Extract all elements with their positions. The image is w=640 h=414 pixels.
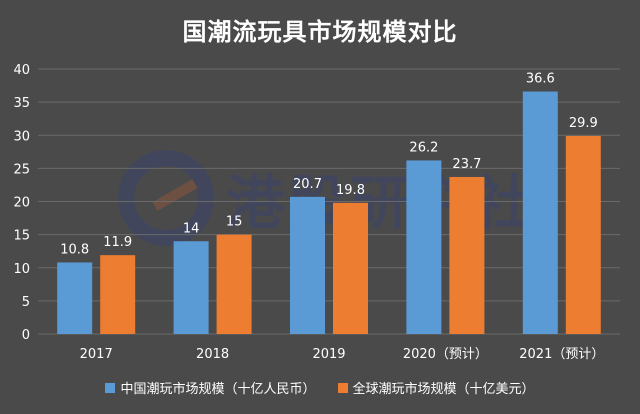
y-tick-label: 0: [22, 328, 30, 343]
data-label-global: 11.9: [103, 235, 132, 250]
data-label-global: 29.9: [569, 116, 598, 131]
legend-swatch-global: [337, 382, 348, 393]
data-label-china: 10.8: [60, 242, 89, 257]
bar-china: [290, 196, 325, 334]
y-tick-label: 40: [13, 63, 30, 78]
data-label-global: 15: [226, 215, 243, 230]
bar-global: [216, 234, 252, 334]
legend-swatch-china: [105, 382, 116, 393]
x-tick-label: 2018: [196, 347, 229, 362]
y-tick-label: 25: [13, 162, 30, 177]
legend: 中国潮玩市场规模（十亿人民币） 全球潮玩市场规模（十亿美元）: [0, 378, 640, 397]
bar-global: [449, 176, 485, 334]
bar-china: [406, 160, 442, 334]
bar-global: [100, 255, 136, 334]
bar-china: [522, 91, 558, 335]
data-label-china: 20.7: [293, 177, 322, 192]
bar-global: [333, 202, 368, 334]
chart-title: 国潮流玩具市场规模对比: [182, 18, 458, 46]
y-tick-label: 15: [13, 229, 30, 244]
legend-item-global: 全球潮玩市场规模（十亿美元）: [337, 378, 535, 397]
y-tick-label: 30: [13, 129, 30, 144]
y-tick-label: 5: [22, 295, 30, 310]
data-label-global: 19.8: [336, 183, 365, 198]
x-tick-label: 2021（预计）: [519, 347, 604, 362]
bar-china: [173, 241, 209, 334]
y-tick-label: 10: [13, 262, 30, 277]
x-tick-label: 2020（预计）: [403, 347, 488, 362]
data-label-global: 23.7: [452, 157, 481, 172]
bar-global: [565, 135, 601, 334]
bar-china: [57, 262, 93, 334]
legend-label-global: 全球潮玩市场规模（十亿美元）: [352, 382, 535, 397]
x-tick-label: 2019: [312, 347, 345, 362]
data-label-china: 36.6: [526, 72, 555, 87]
data-label-china: 26.2: [409, 140, 438, 155]
legend-item-china: 中国潮玩市场规模（十亿人民币）: [105, 378, 316, 397]
x-tick-label: 2017: [80, 347, 113, 362]
y-tick-label: 35: [13, 96, 30, 111]
y-tick-label: 20: [13, 196, 30, 211]
legend-label-china: 中国潮玩市场规模（十亿人民币）: [120, 382, 316, 397]
data-label-china: 14: [183, 221, 200, 236]
